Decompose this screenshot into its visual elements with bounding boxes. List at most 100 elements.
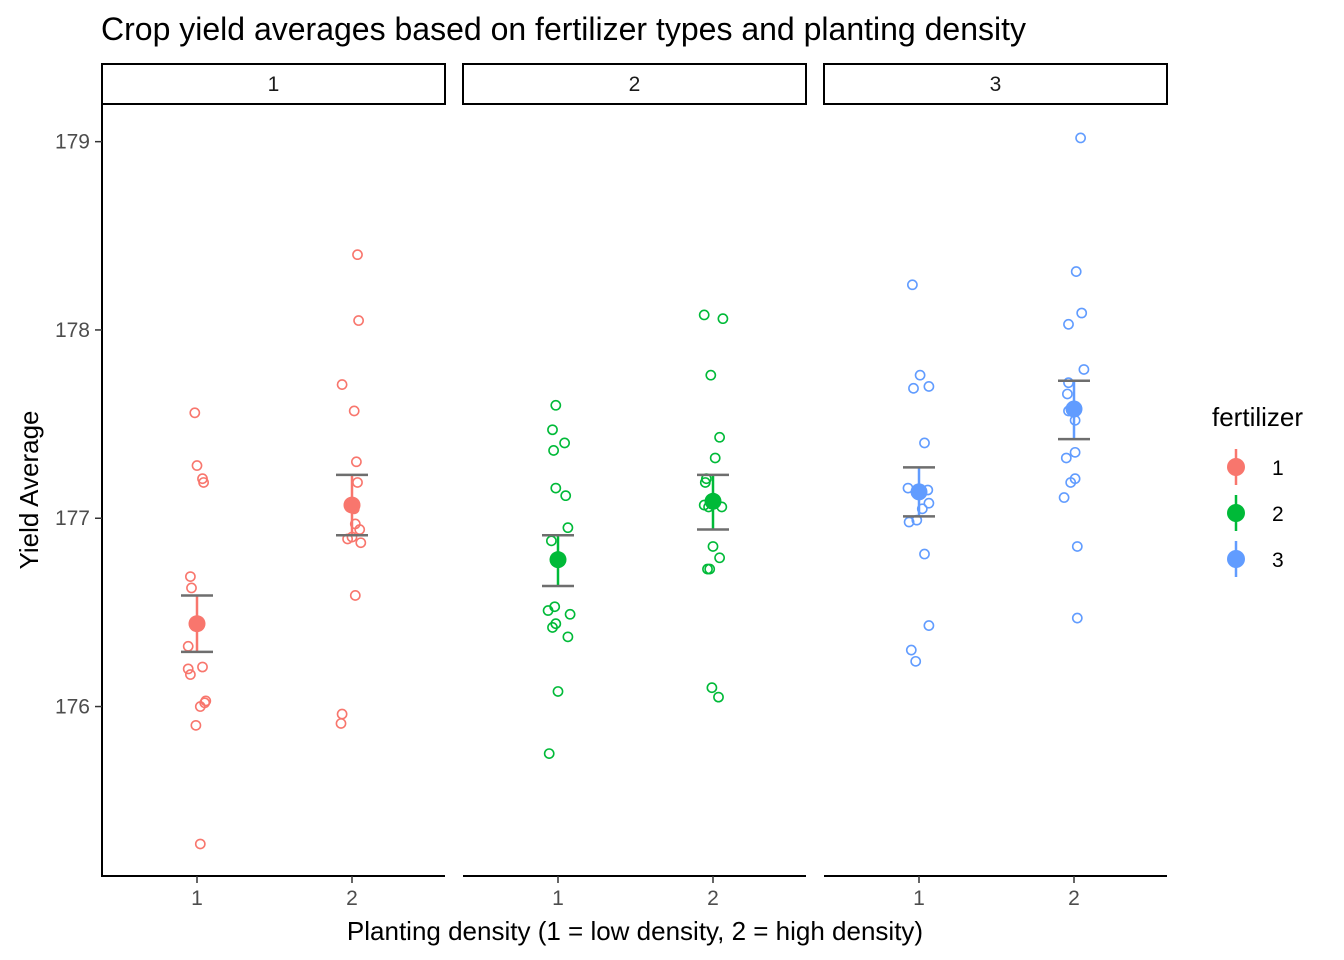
data-point xyxy=(1070,266,1082,277)
y-tick-label: 178 xyxy=(55,319,90,342)
data-point xyxy=(350,456,362,468)
data-point xyxy=(184,669,196,680)
data-point xyxy=(550,482,562,494)
data-point xyxy=(910,655,922,667)
data-point xyxy=(707,541,719,552)
mean-point xyxy=(549,551,567,569)
mean-point xyxy=(704,492,722,510)
legend-label: 1 xyxy=(1272,457,1284,480)
facet-panel-1: 1 1 2 xyxy=(101,63,446,910)
y-axis-title: Yield Average xyxy=(14,410,44,569)
data-point xyxy=(184,571,196,583)
data-point xyxy=(543,748,555,760)
legend-label: 3 xyxy=(1272,549,1284,572)
data-point xyxy=(1058,492,1070,503)
facet-strip-label: 2 xyxy=(629,73,641,96)
y-tick-label: 179 xyxy=(55,131,90,154)
legend-title: fertilizer xyxy=(1212,402,1303,432)
x-tick-label: 1 xyxy=(552,887,564,910)
data-point xyxy=(197,661,208,673)
data-point xyxy=(914,369,926,381)
data-point xyxy=(182,663,194,675)
data-point xyxy=(706,682,718,694)
data-point xyxy=(559,437,570,449)
data-point xyxy=(564,608,576,620)
data-point xyxy=(698,309,710,321)
data-point xyxy=(905,644,917,656)
data-point xyxy=(189,407,201,419)
x-tick-label: 2 xyxy=(346,887,358,910)
data-point xyxy=(907,279,918,291)
data-point xyxy=(923,497,935,509)
facet-strip-label: 1 xyxy=(268,73,280,96)
data-point xyxy=(200,695,212,707)
data-point xyxy=(1078,364,1090,375)
data-point xyxy=(186,582,197,594)
facet-strip xyxy=(823,63,1168,105)
data-point xyxy=(908,382,919,394)
data-point xyxy=(699,477,711,488)
data-point xyxy=(704,563,716,575)
data-point xyxy=(714,552,725,564)
x-tick-label: 1 xyxy=(913,887,925,910)
data-point xyxy=(1062,388,1073,400)
data-point xyxy=(562,631,574,643)
facet-panels: 176 177 178 179 1 1 2 2 1 2 3 1 2 xyxy=(55,63,1168,910)
legend-key-dot xyxy=(1227,504,1245,522)
legend-key-dot xyxy=(1227,550,1245,568)
data-point xyxy=(1060,452,1072,464)
facet-strip xyxy=(462,63,807,105)
x-tick-label: 2 xyxy=(707,887,719,910)
facet-strip xyxy=(101,63,446,105)
data-point xyxy=(335,718,347,729)
facet-panel-2: 2 1 2 xyxy=(462,63,807,910)
data-point xyxy=(1071,541,1083,552)
y-tick-label: 176 xyxy=(55,696,90,719)
data-point xyxy=(562,522,574,534)
data-point xyxy=(713,691,724,703)
data-point xyxy=(352,477,363,488)
mean-point xyxy=(343,496,361,514)
data-point xyxy=(714,431,725,443)
data-point xyxy=(705,369,717,381)
data-point xyxy=(552,686,564,697)
y-tick-label: 177 xyxy=(55,507,90,530)
data-point xyxy=(1069,446,1081,458)
data-point xyxy=(560,490,572,502)
mean-point xyxy=(1065,400,1083,418)
data-point xyxy=(923,381,935,392)
data-point xyxy=(916,503,928,515)
data-point xyxy=(550,399,562,411)
data-point xyxy=(1063,377,1074,389)
data-point xyxy=(919,437,930,449)
data-point xyxy=(717,313,729,325)
data-point xyxy=(1063,318,1074,330)
data-point xyxy=(194,838,206,850)
data-point xyxy=(709,452,721,464)
data-point xyxy=(1075,132,1086,144)
data-point xyxy=(191,460,203,471)
data-point xyxy=(923,620,935,631)
data-point xyxy=(198,477,209,488)
legend-key-dot xyxy=(1227,458,1245,476)
data-point xyxy=(349,590,361,601)
legend: fertilizer 1 2 3 xyxy=(1212,402,1303,577)
data-point xyxy=(336,708,348,720)
data-point xyxy=(348,405,360,417)
data-point xyxy=(542,605,554,616)
data-point xyxy=(1065,477,1077,488)
data-point xyxy=(1076,307,1088,319)
data-point xyxy=(182,640,194,652)
data-point xyxy=(194,701,206,712)
facet-strip-label: 3 xyxy=(990,73,1002,96)
mean-point xyxy=(910,483,928,501)
facet-panel-3: 3 1 2 xyxy=(823,63,1168,910)
data-point xyxy=(546,535,557,547)
data-point xyxy=(353,315,364,326)
data-point xyxy=(336,379,348,390)
data-point xyxy=(547,622,558,633)
data-point xyxy=(190,719,202,731)
chart-title: Crop yield averages based on fertilizer … xyxy=(101,11,1026,47)
data-point xyxy=(547,424,558,436)
